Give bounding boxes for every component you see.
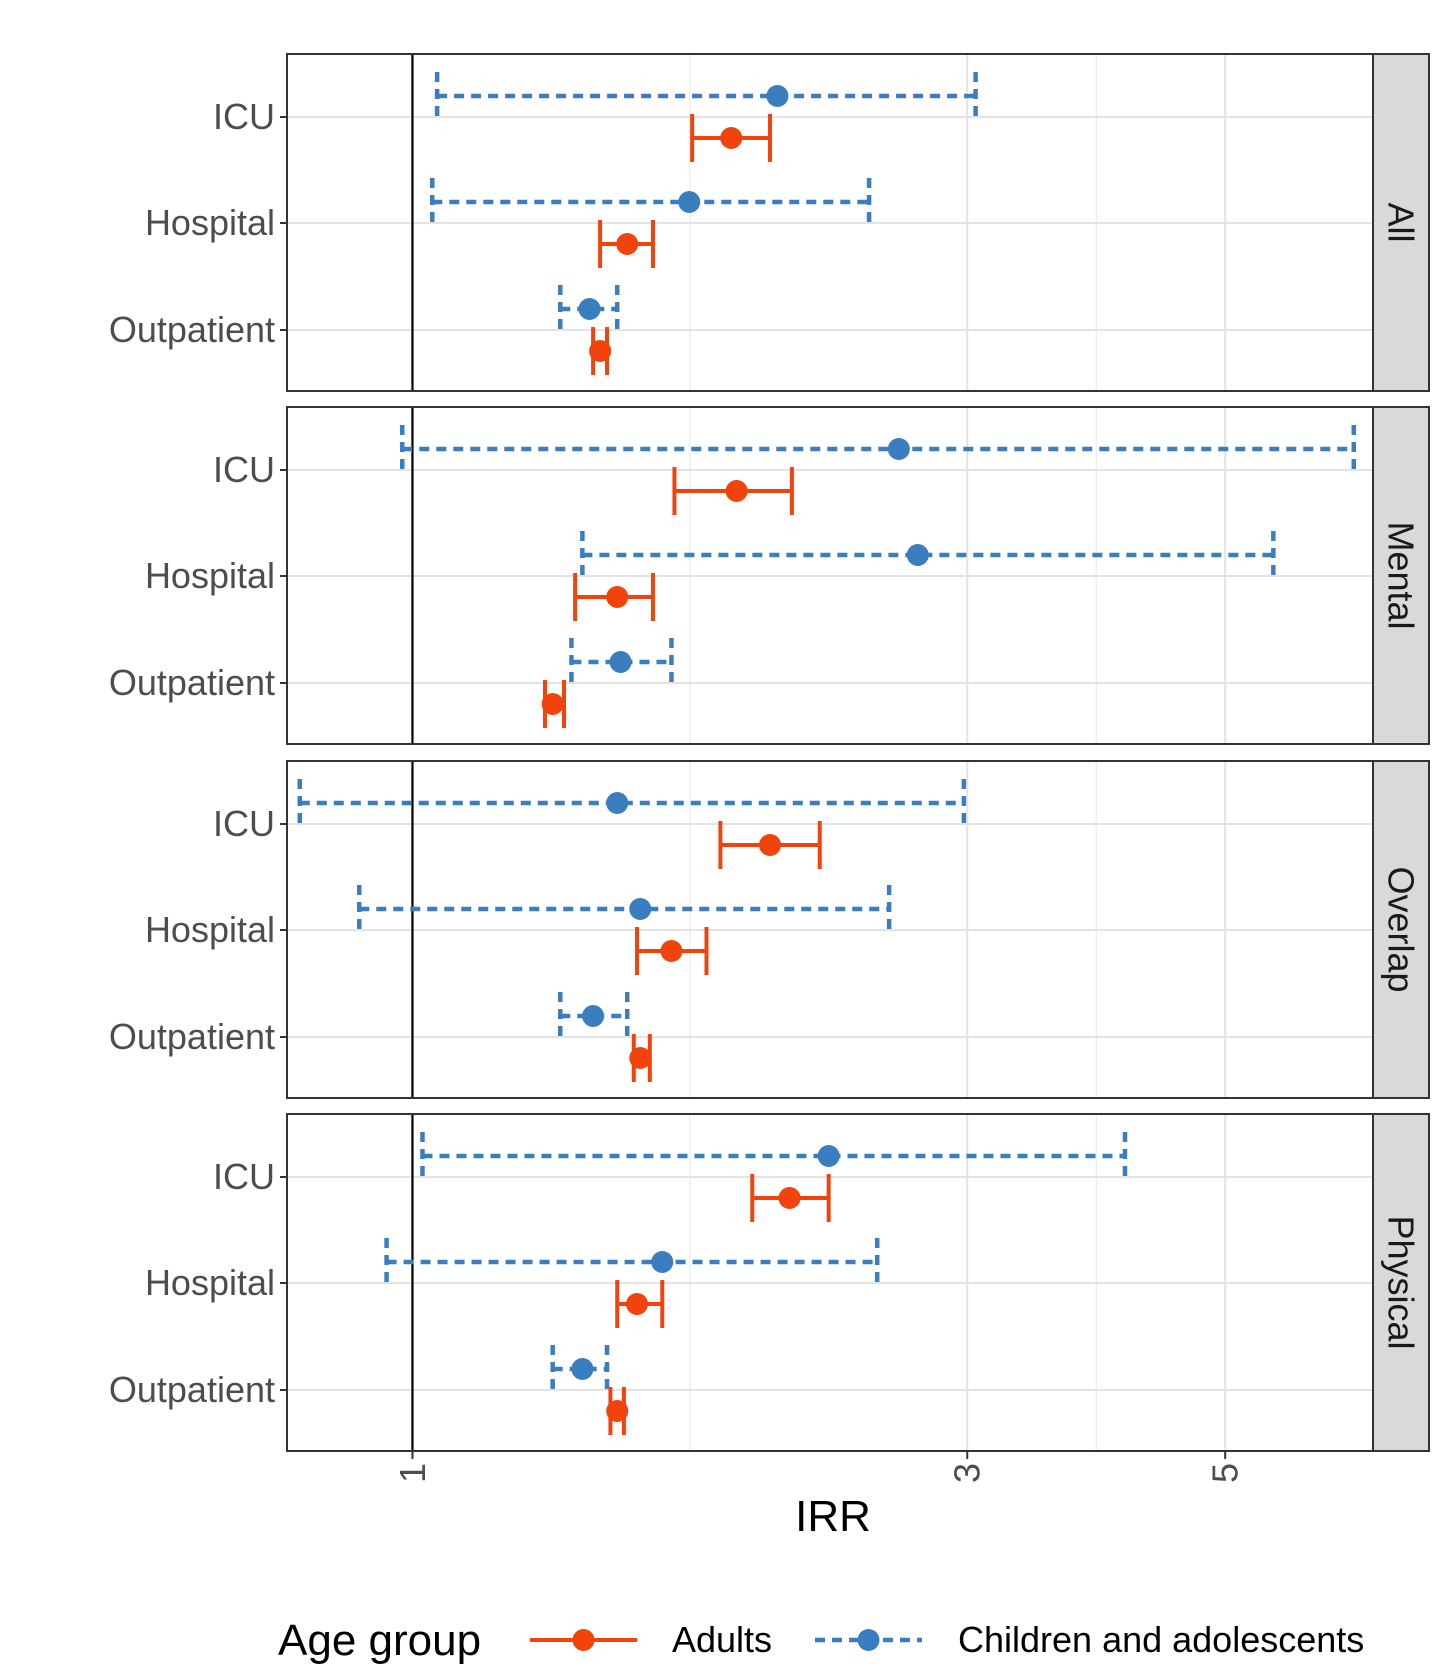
series-children-icu — [400, 425, 1357, 473]
point-estimate — [817, 1145, 840, 1167]
series-adults-icu — [718, 821, 822, 869]
legend-key-point — [572, 1629, 595, 1651]
series-adults-outpatient — [606, 1387, 629, 1435]
series-adults-icu — [672, 467, 794, 515]
point-estimate — [678, 191, 701, 213]
y-tick-label: Outpatient — [109, 309, 275, 350]
point-estimate — [660, 940, 683, 962]
series-adults-outpatient — [541, 680, 567, 728]
facet-label: Mental — [1381, 521, 1422, 629]
panel-physical: ICU Hospital Outpatient Physical — [109, 1113, 1430, 1452]
legend-title: Age group — [278, 1616, 481, 1665]
series-adults-hospital — [635, 927, 709, 975]
legend-entry-children: Children and adolescents — [815, 1619, 1364, 1660]
panel-overlap: ICU Hospital Outpatient Overlap — [109, 760, 1430, 1099]
point-estimate — [626, 1293, 649, 1315]
legend: Age group Adults Children and adolescents — [278, 1616, 1364, 1665]
panel-all: ICU Hospital Outpatient All — [109, 53, 1430, 392]
point-estimate — [616, 233, 639, 255]
x-tick-label: 3 — [947, 1463, 988, 1483]
point-estimate — [887, 438, 910, 460]
point-estimate — [766, 85, 789, 107]
y-tick-label: Hospital — [145, 1262, 275, 1303]
legend-entries: Adults Children and adolescents — [530, 1619, 1364, 1660]
series-children-outpatient — [558, 992, 630, 1040]
series-children-outpatient — [558, 285, 620, 333]
series-adults-hospital — [573, 573, 655, 621]
point-estimate — [720, 127, 743, 149]
facet-strip — [1372, 53, 1430, 392]
series-children-outpatient — [550, 1345, 610, 1393]
point-estimate — [778, 1187, 801, 1209]
point-estimate — [906, 544, 929, 566]
facet-label: All — [1381, 202, 1422, 242]
point-estimate — [725, 480, 748, 502]
y-tick-label: Hospital — [145, 555, 275, 596]
point-estimate — [606, 586, 629, 608]
point-estimate — [606, 1400, 629, 1422]
series-adults-outpatient — [589, 327, 612, 375]
series-adults-outpatient — [629, 1034, 652, 1082]
series-children-hospital — [580, 531, 1276, 579]
series-children-icu — [420, 1132, 1128, 1180]
x-tick-label: 5 — [1205, 1463, 1246, 1483]
legend-label: Children and adolescents — [958, 1619, 1364, 1660]
point-estimate — [629, 1047, 652, 1069]
series-adults-icu — [690, 114, 773, 162]
x-axis-title: IRR — [795, 1492, 871, 1541]
series-children-hospital — [384, 1238, 880, 1286]
series-children-icu — [434, 72, 978, 120]
point-estimate — [571, 1358, 594, 1380]
y-tick-label: Outpatient — [109, 1369, 275, 1410]
point-estimate — [606, 792, 629, 814]
facet-panels: ICU Hospital Outpatient All ICU Hospital Outpa… — [109, 53, 1430, 1452]
x-tick-label: 1 — [392, 1463, 433, 1483]
series-children-hospital — [430, 178, 872, 226]
facet-strip — [1372, 1113, 1430, 1452]
point-estimate — [609, 651, 632, 673]
facet-label: Overlap — [1381, 866, 1422, 992]
series-adults-hospital — [615, 1280, 665, 1328]
point-estimate — [589, 340, 612, 362]
y-tick-label: Hospital — [145, 909, 275, 950]
y-tick-label: ICU — [213, 803, 275, 844]
point-estimate — [578, 298, 601, 320]
facet-strip — [1372, 760, 1430, 1099]
series-children-icu — [297, 779, 967, 827]
y-tick-label: ICU — [213, 449, 275, 490]
point-estimate — [651, 1251, 674, 1273]
series-children-outpatient — [569, 638, 674, 686]
legend-label: Adults — [672, 1619, 772, 1660]
y-tick-label: Outpatient — [109, 1016, 275, 1057]
point-estimate — [629, 898, 652, 920]
y-tick-label: ICU — [213, 1156, 275, 1197]
y-tick-label: Outpatient — [109, 662, 275, 703]
facet-strip — [1372, 406, 1430, 745]
point-estimate — [582, 1005, 605, 1027]
legend-entry-adults: Adults — [530, 1619, 772, 1660]
x-axis: 1 3 5 — [392, 1451, 1246, 1483]
series-children-hospital — [357, 885, 892, 933]
series-adults-hospital — [598, 220, 655, 268]
panel-mental: ICU Hospital Outpatient Mental — [109, 406, 1430, 745]
legend-key-point — [857, 1629, 880, 1651]
series-adults-icu — [750, 1174, 831, 1222]
facet-label: Physical — [1381, 1215, 1422, 1349]
point-estimate — [759, 834, 782, 856]
point-estimate — [541, 693, 564, 715]
y-tick-label: Hospital — [145, 202, 275, 243]
y-tick-label: ICU — [213, 96, 275, 137]
